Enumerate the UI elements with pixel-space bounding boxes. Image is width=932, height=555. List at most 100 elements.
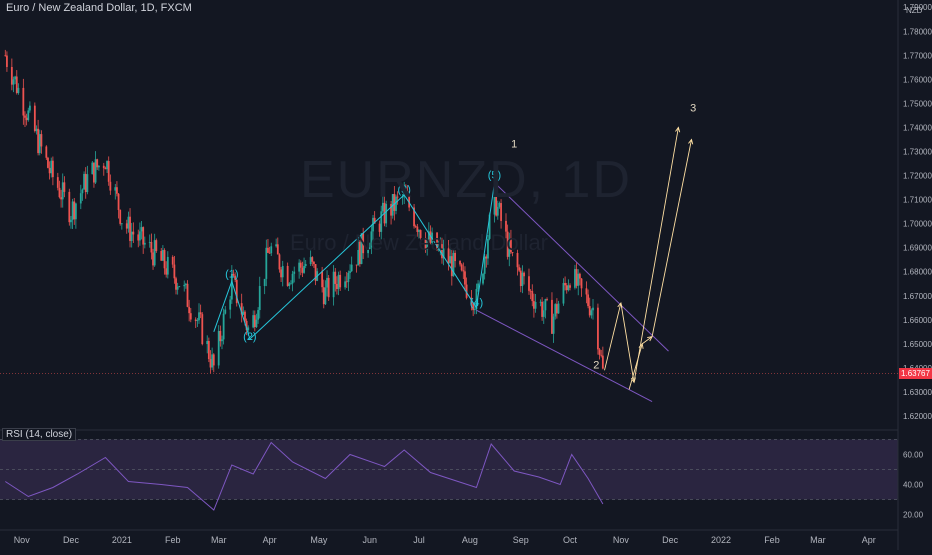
candle-body xyxy=(552,316,555,334)
candle-body xyxy=(372,217,374,232)
candle-body xyxy=(472,303,475,311)
candle-body xyxy=(345,281,348,283)
candle-body xyxy=(355,264,358,266)
candle-body xyxy=(73,201,76,220)
candle-body xyxy=(161,250,164,261)
candle-body xyxy=(506,231,509,257)
projection-arrowhead xyxy=(675,126,681,133)
candle-body xyxy=(534,301,537,309)
candle-body xyxy=(598,349,601,355)
candle-body xyxy=(288,283,291,286)
candle-body xyxy=(477,283,479,289)
candle-body xyxy=(511,252,514,253)
candle-body xyxy=(25,117,28,121)
candle-body xyxy=(298,262,301,272)
candle-body xyxy=(309,257,312,265)
candle-body xyxy=(106,161,108,170)
time-tick-label: Sep xyxy=(513,535,529,545)
candle-body xyxy=(413,207,415,227)
rsi-tick-label: 60.00 xyxy=(903,451,924,460)
candle-body xyxy=(385,204,388,224)
candle-body xyxy=(247,327,250,331)
candle-body xyxy=(209,359,212,368)
candle-body xyxy=(465,284,468,298)
candle-body xyxy=(155,240,158,251)
time-tick-label: 2021 xyxy=(112,535,132,545)
time-tick-label: Apr xyxy=(862,535,876,545)
candle-body xyxy=(188,306,191,314)
price-tick-label: 1.62000 xyxy=(903,412,932,421)
candle-body xyxy=(590,310,593,316)
candle-body xyxy=(232,274,235,276)
price-tick-label: 1.74000 xyxy=(903,123,932,132)
channel-upper-line xyxy=(494,182,669,352)
candle-body xyxy=(183,284,186,287)
candle-body xyxy=(114,187,117,191)
price-tick-label: 1.78000 xyxy=(903,27,932,36)
candle-body xyxy=(27,110,30,121)
candle-body xyxy=(81,189,84,194)
time-tick-label: Aug xyxy=(462,535,478,545)
candle-body xyxy=(344,281,347,288)
candle-body xyxy=(337,274,340,290)
candle-body xyxy=(137,234,140,241)
candle-body xyxy=(493,183,496,215)
wave-label: (2) xyxy=(243,331,256,343)
price-tick-label: 1.66000 xyxy=(903,316,932,325)
candle-body xyxy=(332,271,335,298)
candle-body xyxy=(368,247,371,250)
candle-body xyxy=(184,283,187,285)
candle-body xyxy=(278,254,281,270)
candle-body xyxy=(339,274,342,288)
candle-body xyxy=(129,216,131,241)
candle-body xyxy=(276,244,279,255)
candle-body xyxy=(334,271,337,284)
candle-body xyxy=(199,312,202,315)
candle-body xyxy=(403,189,406,197)
candle-body xyxy=(406,194,409,196)
candle-body xyxy=(120,223,123,225)
candle-body xyxy=(70,219,72,223)
wave-label: (5) xyxy=(488,170,501,182)
candle-body xyxy=(454,252,457,262)
price-tick-label: 1.67000 xyxy=(903,292,932,301)
candle-body xyxy=(460,264,463,271)
candle-body xyxy=(83,173,85,190)
price-tick-label: 1.63000 xyxy=(903,388,932,397)
time-tick-label: Dec xyxy=(662,535,679,545)
time-tick-label: Dec xyxy=(63,535,80,545)
channel-lower-line xyxy=(476,309,653,403)
candle-body xyxy=(252,315,255,328)
candle-body xyxy=(245,320,248,331)
candle-body xyxy=(17,87,20,94)
candle-body xyxy=(473,309,476,311)
candle-body xyxy=(393,194,396,211)
candle-body xyxy=(4,55,7,57)
candle-body xyxy=(575,269,578,286)
candle-body xyxy=(362,233,365,254)
candle-body xyxy=(441,244,443,259)
candle-body xyxy=(29,105,31,111)
candle-body xyxy=(601,355,604,369)
candle-body xyxy=(588,306,591,316)
candle-body xyxy=(212,354,215,366)
time-tick-label: Jun xyxy=(362,535,377,545)
candle-body xyxy=(234,275,237,280)
candle-body xyxy=(71,201,74,220)
candle-body xyxy=(336,283,338,290)
candle-body xyxy=(597,307,599,350)
candle-body xyxy=(562,283,565,304)
rsi-tick-label: 20.00 xyxy=(903,511,924,520)
candle-body xyxy=(578,273,581,279)
chart-title[interactable]: Euro / New Zealand Dollar, 1D, FXCM xyxy=(6,2,192,14)
candle-body xyxy=(104,168,107,170)
price-tick-label: 1.76000 xyxy=(903,75,932,84)
rsi-tick-label: 40.00 xyxy=(903,481,924,490)
candle-body xyxy=(206,340,209,345)
candle-body xyxy=(378,223,381,232)
price-tick-label: 1.68000 xyxy=(903,268,932,277)
rsi-indicator-label[interactable]: RSI (14, close) xyxy=(2,428,77,441)
candle-body xyxy=(173,264,176,279)
candle-body xyxy=(63,182,66,192)
